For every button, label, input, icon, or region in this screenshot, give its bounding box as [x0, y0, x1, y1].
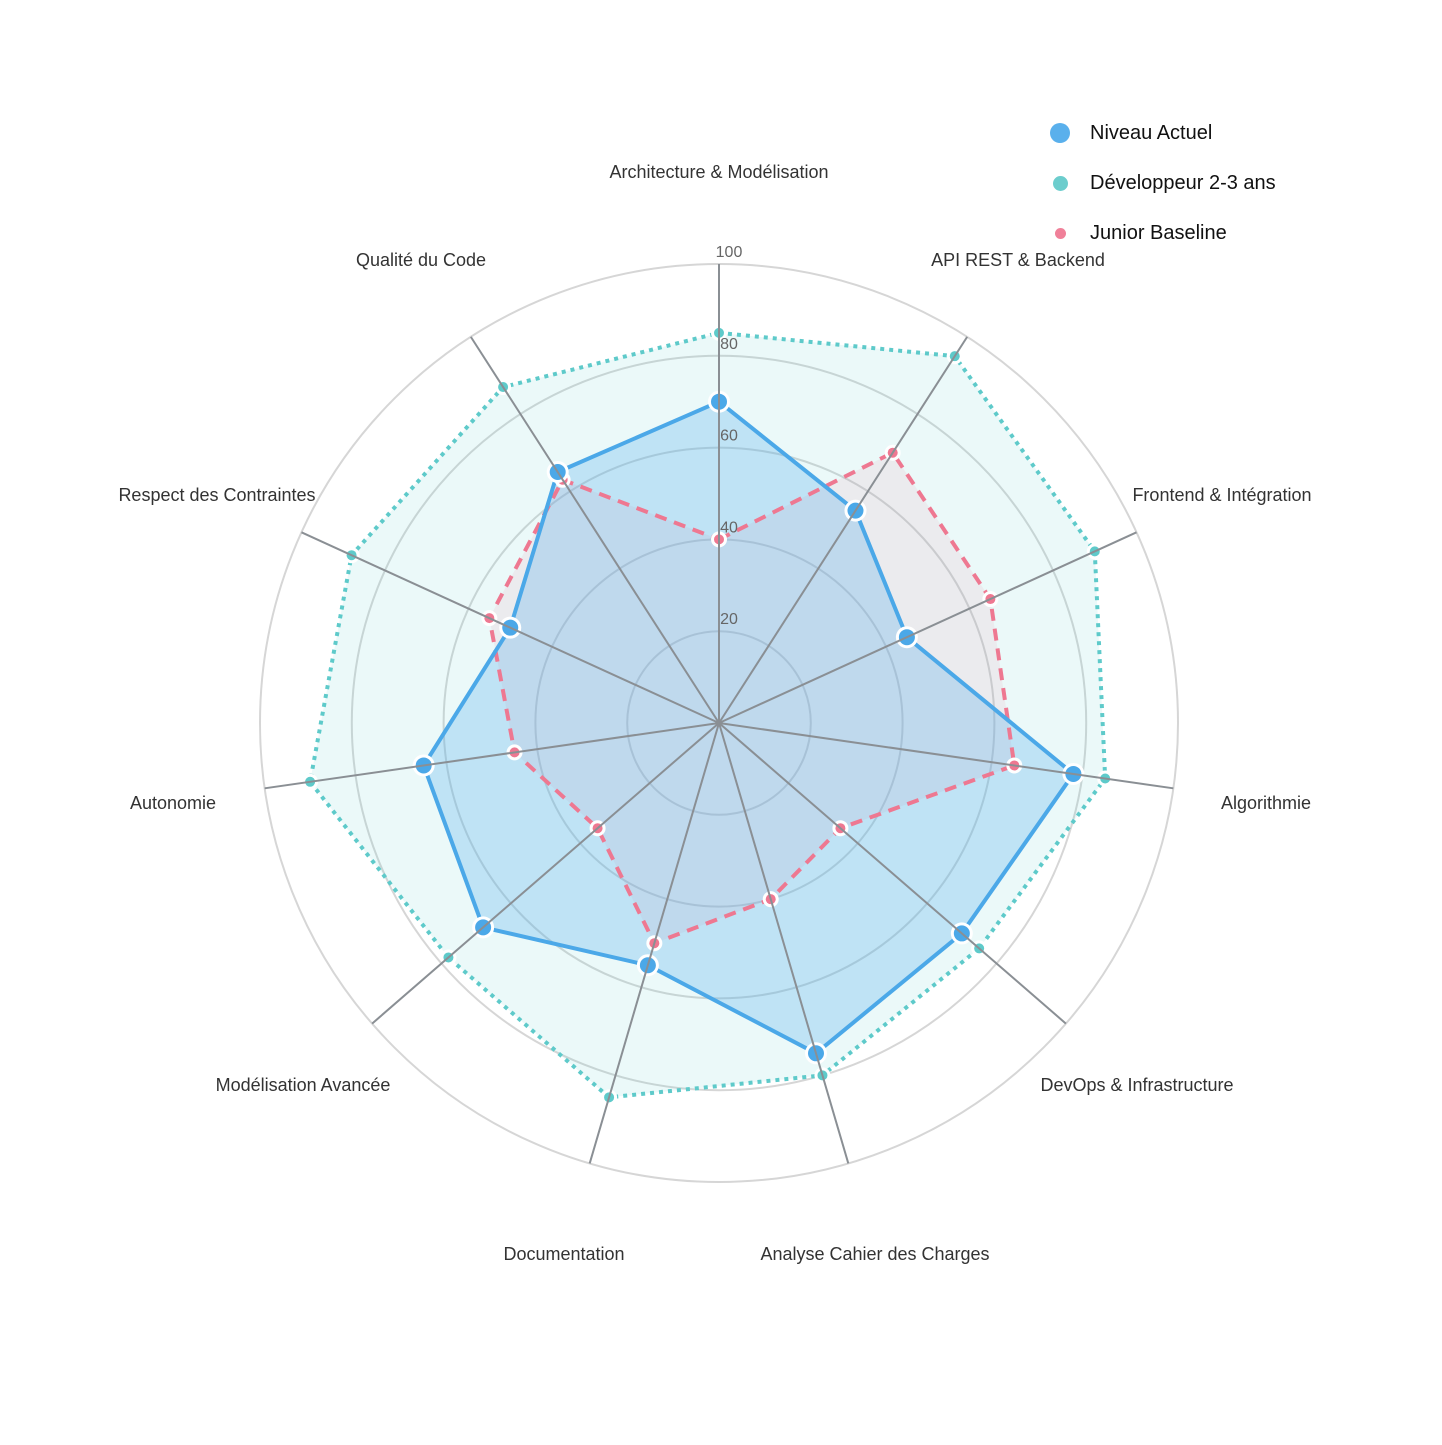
legend-item-junior-baseline[interactable]: Junior Baseline	[1040, 208, 1276, 258]
category-label: Architecture & Modélisation	[609, 162, 828, 182]
radial-tick-labels: 20 40 60 80 100	[716, 244, 743, 628]
series-line	[308, 330, 1108, 1100]
axis-spoke	[718, 722, 1174, 790]
category-label: Algorithmie	[1221, 793, 1311, 813]
tick-label: 60	[720, 428, 738, 445]
category-labels: Architecture & Modélisation API REST & Ba…	[118, 162, 1311, 1264]
axis-spoke	[264, 722, 720, 790]
category-label: Respect des Contraintes	[118, 485, 315, 505]
tick-label: 80	[720, 336, 738, 353]
legend-item-niveau-actuel[interactable]: Niveau Actuel	[1040, 108, 1276, 158]
category-label: Frontend & Intégration	[1132, 485, 1311, 505]
axis-spoke	[718, 722, 1067, 1025]
legend-marker-icon	[1054, 227, 1066, 239]
series-line	[421, 399, 1076, 1056]
axis-spoke	[718, 336, 968, 724]
legend-item-developpeur[interactable]: Développeur 2-3 ans	[1040, 158, 1276, 208]
legend-label: Niveau Actuel	[1090, 121, 1213, 144]
legend-marker-icon	[1050, 123, 1070, 143]
legend: Niveau Actuel Développeur 2-3 ans Junior…	[1040, 108, 1276, 258]
category-label: Documentation	[503, 1244, 624, 1264]
legend-marker-icon	[1052, 175, 1068, 191]
axis-spoke	[588, 722, 720, 1164]
category-label: Modélisation Avancée	[216, 1075, 391, 1095]
legend-label: Junior Baseline	[1090, 221, 1227, 244]
tick-label: 100	[716, 244, 743, 261]
category-label: Autonomie	[130, 793, 216, 813]
category-label: API REST & Backend	[931, 250, 1105, 270]
axis-spoke	[371, 722, 720, 1025]
angular-axes	[264, 264, 1174, 1164]
category-label: DevOps & Infrastructure	[1040, 1075, 1233, 1095]
category-label: Analyse Cahier des Charges	[760, 1244, 989, 1264]
tick-label: 40	[720, 519, 738, 536]
category-label: Qualité du Code	[356, 250, 486, 270]
axis-spoke	[301, 531, 720, 724]
tick-label: 20	[720, 611, 738, 628]
axis-spoke	[718, 722, 850, 1164]
axis-spoke	[470, 336, 720, 724]
axis-spoke	[718, 531, 1137, 724]
series-layer	[302, 324, 1114, 1106]
series-line	[487, 450, 1017, 946]
legend-label: Développeur 2-3 ans	[1090, 171, 1276, 194]
